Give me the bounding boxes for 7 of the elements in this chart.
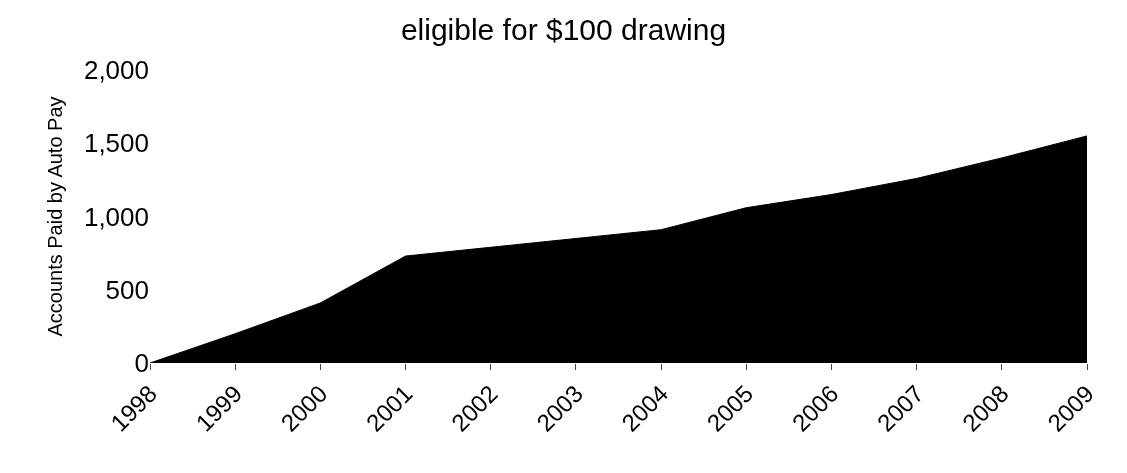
y-axis-title: Accounts Paid by Auto Pay [44,96,67,337]
y-tick-label: 1,500 [83,128,149,159]
y-tick-label: 1,000 [83,201,149,232]
chart-title: eligible for $100 drawing [400,12,727,46]
y-tick-label: 500 [105,274,149,305]
y-tick-label: 2,000 [83,55,149,86]
y-tick-label: 0 [134,348,149,379]
